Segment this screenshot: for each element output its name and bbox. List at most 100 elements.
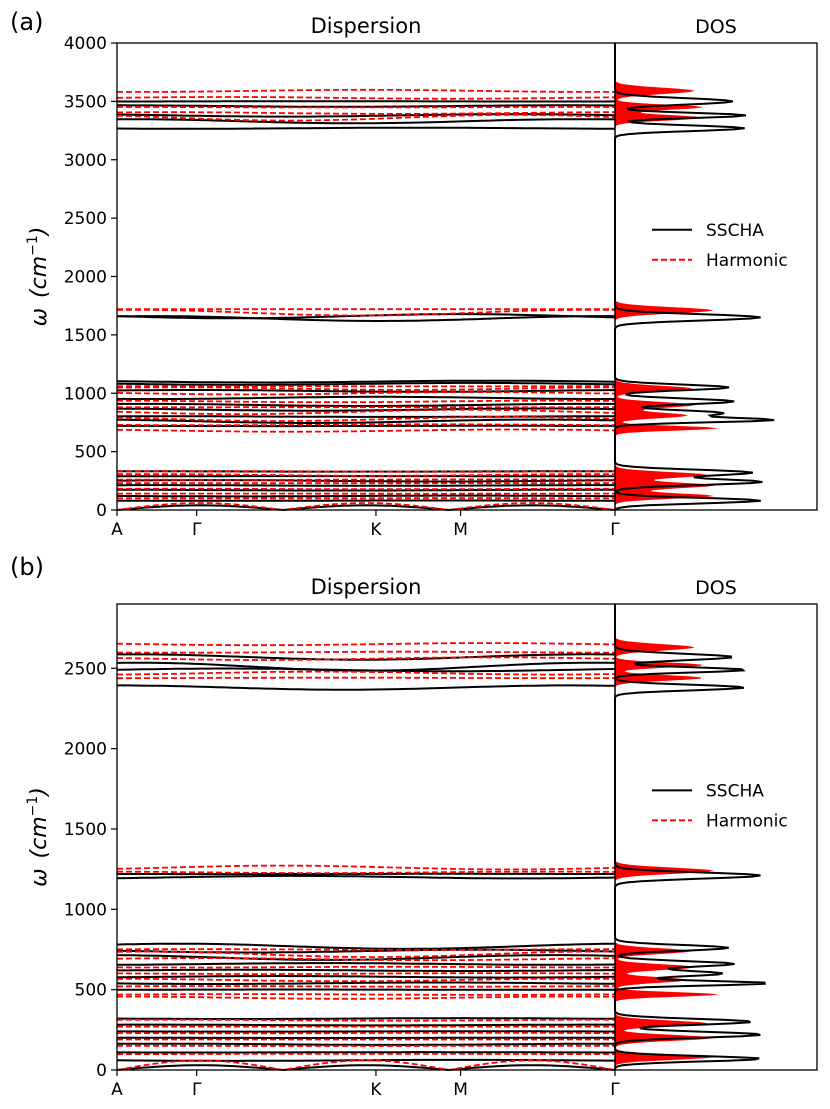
harmonic-band-line: [116, 96, 616, 100]
harmonic-band-line: [117, 308, 616, 317]
y-tick-label: 2500: [64, 209, 107, 229]
x-tick-label: Γ: [610, 520, 620, 540]
y-axis-label-exponent: −1: [25, 235, 41, 256]
sscha-band-line: [117, 968, 615, 972]
sscha-band-line: [117, 118, 616, 125]
harmonic-band-line: [117, 1031, 616, 1035]
harmonic-band-line: [117, 948, 615, 951]
harmonic-band-line: [117, 972, 616, 975]
harmonic-band-line: [117, 670, 616, 676]
sscha-band-line: [117, 402, 615, 407]
panel-label: (a): [10, 8, 43, 36]
sscha-band-line: [116, 981, 615, 985]
harmonic-band-line: [116, 391, 616, 396]
y-tick-label: 2500: [64, 659, 107, 679]
sscha-band-line: [116, 1023, 615, 1027]
y-tick-label: 4000: [64, 34, 107, 54]
y-tick-label: 2000: [64, 740, 107, 760]
harmonic-band-line: [116, 957, 616, 962]
harmonic-band-line: [116, 642, 616, 647]
y-tick-label: 0: [96, 1061, 107, 1081]
legend: SSCHA Harmonic: [652, 781, 788, 831]
harmonic-band-line: [116, 656, 616, 661]
harmonic-band-line: [116, 415, 616, 422]
harmonic-band-line: [117, 995, 616, 1000]
x-tick-label: Γ: [610, 1080, 620, 1100]
y-tick-label: 500: [75, 981, 107, 1001]
y-tick-label: 3000: [64, 151, 107, 171]
harmonic-band-line: [116, 864, 616, 871]
x-tick-label: M: [453, 520, 468, 540]
sscha-band-line: [116, 504, 616, 512]
dos-title: DOS: [695, 577, 737, 599]
sscha-band-line: [116, 126, 615, 130]
sscha-band-line: [117, 684, 616, 691]
sscha-band-line: [116, 389, 615, 393]
legend-harmonic-label: Harmonic: [706, 251, 788, 271]
sscha-band-line: [117, 484, 615, 487]
legend: SSCHA Harmonic: [652, 221, 788, 271]
harmonic-band-line: [117, 676, 615, 680]
harmonic-band-line: [116, 1018, 615, 1022]
y-axis-label-symbol: ω: [27, 868, 52, 886]
dos-sscha-line: [614, 604, 766, 1071]
dos-frame: [614, 603, 818, 1071]
y-tick-label: 1000: [64, 384, 107, 404]
sscha-band-line: [117, 395, 615, 400]
dispersion-title: Dispersion: [311, 14, 422, 38]
y-tick-label: 2000: [64, 268, 107, 288]
dos-curves: [614, 43, 775, 511]
harmonic-band-line: [116, 985, 615, 988]
x-tick-label: Γ: [192, 1080, 202, 1100]
sscha-band-line: [116, 494, 616, 498]
y-axis-label: ω (cm−1): [25, 227, 52, 327]
sscha-band-line: [116, 379, 616, 384]
sscha-band-line: [116, 962, 616, 966]
harmonic-band-line: [116, 114, 616, 122]
harmonic-band-line: [117, 88, 615, 93]
y-axis-label-exponent: −1: [25, 796, 41, 817]
harmonic-band-line: [117, 423, 615, 427]
harmonic-band-line: [117, 870, 616, 874]
harmonic-band-line: [116, 1059, 616, 1071]
legend-sscha-label: SSCHA: [706, 221, 764, 241]
sscha-band-line: [116, 1064, 616, 1072]
sscha-band-line: [116, 315, 615, 322]
sscha-band-line: [116, 381, 616, 386]
sscha-band-line: [117, 1042, 615, 1046]
harmonic-band-line: [116, 399, 616, 404]
harmonic-band-line: [117, 473, 615, 477]
y-tick-label: 1000: [64, 900, 107, 920]
sscha-band-line: [117, 104, 616, 108]
harmonic-band-line: [117, 106, 615, 109]
harmonic-band-line: [117, 965, 615, 969]
dos-title: DOS: [695, 16, 737, 38]
sscha-band-line: [116, 975, 616, 979]
dispersion-lines: [116, 642, 616, 1072]
sscha-band-line: [116, 418, 616, 424]
dos-harmonic-fill: [615, 43, 720, 510]
y-tick-label: 1500: [64, 820, 107, 840]
y-tick-label: 3500: [64, 92, 107, 112]
legend-harmonic-label: Harmonic: [706, 811, 788, 831]
x-tick-label: M: [453, 1080, 468, 1100]
harmonic-band-line: [117, 478, 615, 481]
x-tick-label: K: [370, 1080, 382, 1100]
harmonic-band-line: [116, 502, 616, 511]
sscha-band-line: [116, 954, 616, 961]
x-tick-label: A: [111, 1080, 123, 1100]
sscha-band-line: [116, 874, 616, 880]
y-tick-label: 0: [96, 501, 107, 521]
harmonic-band-line: [117, 650, 615, 654]
sscha-band-line: [116, 942, 616, 950]
y-axis-label-close: ): [27, 227, 52, 238]
dispersion-title: Dispersion: [311, 575, 422, 599]
harmonic-band-line: [116, 950, 615, 959]
harmonic-band-line: [116, 386, 615, 391]
harmonic-band-line: [117, 977, 616, 983]
y-axis-label-close: ): [27, 787, 52, 798]
y-axis-label-unit: (cm: [27, 256, 52, 298]
y-tick-label: 1500: [64, 326, 107, 346]
x-tick-label: A: [111, 520, 123, 540]
